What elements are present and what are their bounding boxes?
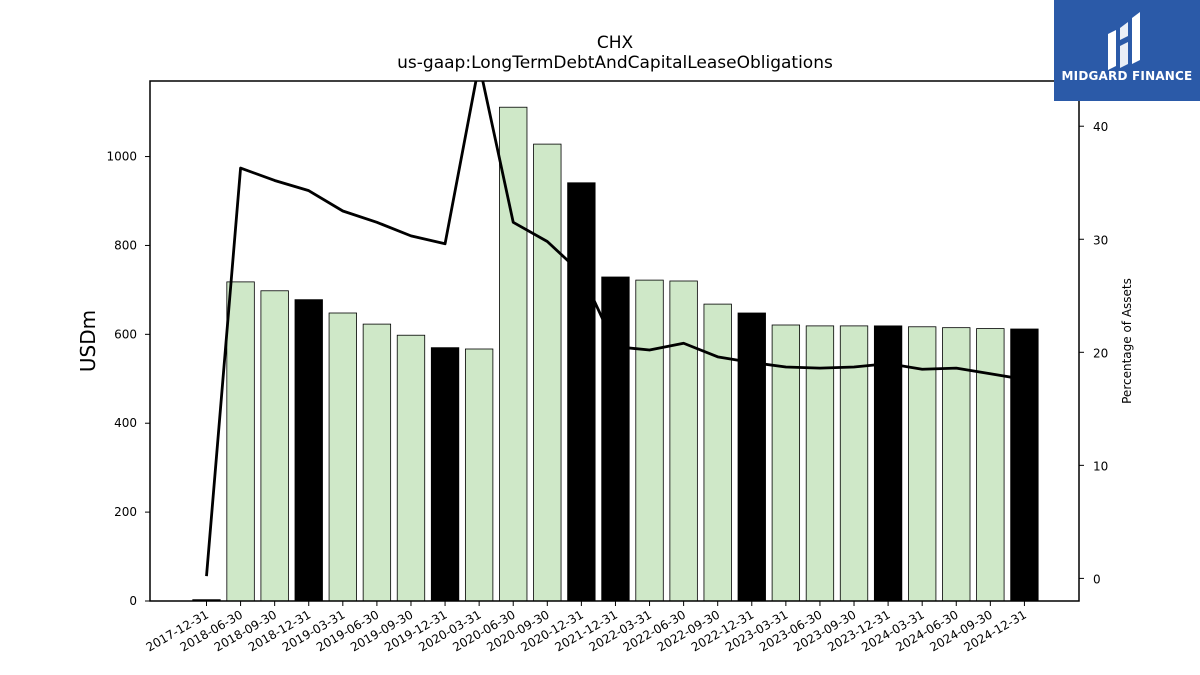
bar-2022-12-31 xyxy=(737,312,766,602)
bar-2024-09-30 xyxy=(976,328,1005,602)
line-layer xyxy=(205,81,1025,577)
y-tick-label: 200 xyxy=(114,505,137,519)
bar-2018-09-30 xyxy=(260,290,289,602)
logo-mark-icon xyxy=(1108,12,1140,70)
bar-2022-06-30 xyxy=(669,280,698,602)
bar-2024-06-30 xyxy=(942,327,971,602)
bar-2019-12-31 xyxy=(430,347,460,602)
y2-tick-label: 0 xyxy=(1093,572,1101,586)
y-tick-label: 1000 xyxy=(106,150,137,164)
y-tick-label: 600 xyxy=(114,327,137,341)
left-axis: 0 200 400 600 800 1000 xyxy=(106,150,150,608)
bar-2019-06-30 xyxy=(362,323,392,602)
y-tick-label: 400 xyxy=(114,416,137,430)
brand-logo: MIDGARD FINANCE xyxy=(1054,0,1200,101)
y2-tick-label: 30 xyxy=(1093,233,1108,247)
bar-2024-03-31 xyxy=(908,326,937,602)
y-tick-label: 0 xyxy=(129,594,137,608)
bar-2023-09-30 xyxy=(839,325,869,602)
y2-axis-label: Percentage of Assets xyxy=(1120,278,1134,404)
bar-2018-12-31 xyxy=(294,299,323,602)
bar-2023-03-31 xyxy=(771,324,801,602)
bars-group xyxy=(192,106,1039,602)
y-tick-label: 800 xyxy=(114,238,137,252)
y2-tick-label: 20 xyxy=(1093,346,1108,360)
bar-2023-12-31 xyxy=(873,325,903,602)
plot-frame xyxy=(149,80,1080,602)
x-axis: 2017-12-312018-06-302018-09-302018-12-31… xyxy=(144,601,1029,654)
y2-tick-label: 40 xyxy=(1093,120,1108,134)
right-axis: 0 10 20 30 40 xyxy=(1079,120,1108,586)
bar-2020-09-30 xyxy=(533,143,562,602)
chart-subtitle: us-gaap:LongTermDebtAndCapitalLeaseOblig… xyxy=(397,53,833,73)
bar-2020-12-31 xyxy=(567,182,596,602)
logo-text: MIDGARD FINANCE xyxy=(1061,69,1193,83)
bar-2022-03-31 xyxy=(635,279,664,602)
bar-2020-06-30 xyxy=(499,106,528,602)
bar-2020-03-31 xyxy=(464,348,494,602)
bar-2023-06-30 xyxy=(805,325,835,602)
y-axis-label: USDm xyxy=(76,310,100,372)
bar-2022-09-30 xyxy=(703,303,732,602)
bar-2018-06-30 xyxy=(226,281,255,602)
y2-tick-label: 10 xyxy=(1093,459,1108,473)
bar-2019-03-31 xyxy=(328,312,357,602)
bar-2019-09-30 xyxy=(396,334,426,602)
chart-title: CHX xyxy=(597,33,634,53)
series-line-percentage xyxy=(205,81,1025,577)
bar-2024-12-31 xyxy=(1010,328,1039,602)
